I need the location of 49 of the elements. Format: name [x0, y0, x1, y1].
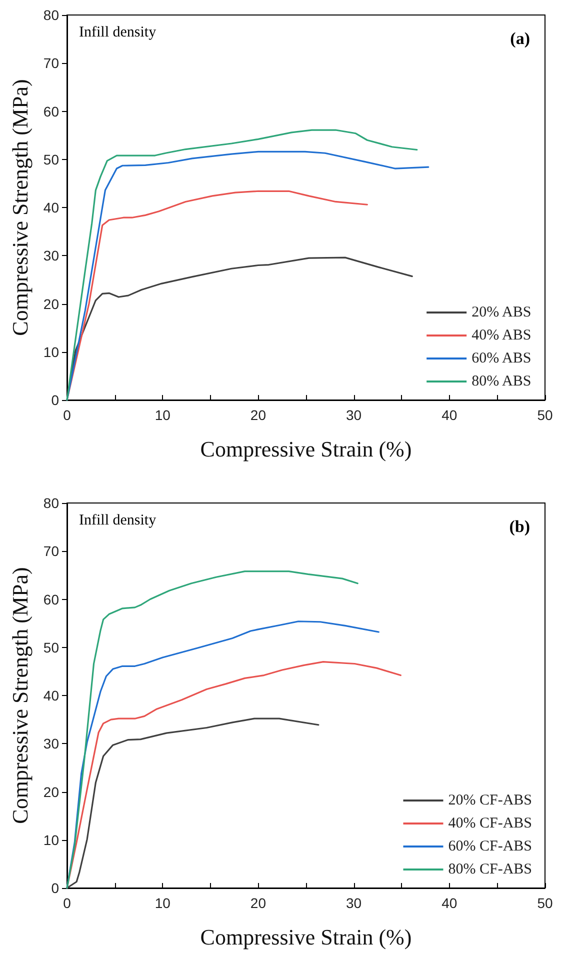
annotation: Infill density [79, 512, 157, 528]
y-tick-label: 50 [43, 151, 60, 168]
y-tick-label: 20 [43, 296, 60, 312]
y-tick-label: 40 [43, 688, 60, 704]
legend-label: 60% CF-ABS [448, 838, 532, 854]
x-tick-label: 0 [63, 895, 72, 911]
x-tick-label: 30 [346, 895, 362, 911]
x-tick-label: 10 [154, 895, 171, 911]
x-tick-label: 40 [442, 407, 458, 423]
x-tick-label: 0 [63, 407, 72, 423]
x-tick-label: 30 [346, 407, 362, 423]
legend-label: 60% ABS [472, 350, 532, 366]
text: (b) [509, 517, 530, 536]
y-tick-label: 60 [43, 591, 60, 608]
y-axis-title: Compressive Strength (MPa) [8, 79, 32, 336]
legend-label: 80% CF-ABS [448, 862, 532, 878]
annotation: Infill density [79, 24, 157, 40]
y-tick-label: 40 [43, 200, 60, 216]
y-tick-label: 50 [43, 639, 60, 656]
line-series [66, 570, 358, 889]
x-tick-label: 40 [442, 895, 458, 911]
x-tick-label: 50 [537, 407, 553, 423]
x-axis-title: Compressive Strain (%) [200, 924, 412, 950]
y-tick-label: 60 [43, 103, 60, 120]
text: (a) [510, 29, 530, 48]
line-series [66, 661, 402, 889]
legend-label: 40% ABS [472, 328, 532, 344]
y-tick-label: 0 [51, 880, 60, 896]
y-tick-label: 80 [43, 7, 60, 23]
legend-label: 20% ABS [472, 304, 532, 320]
legend-label: 40% CF-ABS [448, 816, 532, 832]
x-axis-title: Compressive Strain (%) [200, 436, 412, 462]
x-tick-label: 20 [250, 407, 266, 423]
y-tick-label: 0 [51, 392, 60, 408]
line-series [66, 718, 320, 889]
x-tick-label: 50 [537, 895, 553, 911]
y-tick-label: 10 [43, 832, 60, 848]
y-tick-label: 30 [43, 248, 60, 264]
y-tick-label: 10 [43, 344, 60, 360]
y-tick-label: 80 [43, 495, 60, 511]
legend-label: 80% ABS [472, 374, 532, 390]
legend-label: 20% CF-ABS [448, 792, 532, 808]
y-tick-label: 70 [43, 543, 60, 560]
y-axis-title: Compressive Strength (MPa) [8, 567, 32, 824]
y-tick-label: 70 [43, 55, 60, 72]
x-tick-label: 10 [154, 407, 171, 423]
x-tick-label: 20 [250, 895, 266, 911]
y-tick-label: 30 [43, 736, 60, 752]
y-tick-label: 20 [43, 784, 60, 800]
